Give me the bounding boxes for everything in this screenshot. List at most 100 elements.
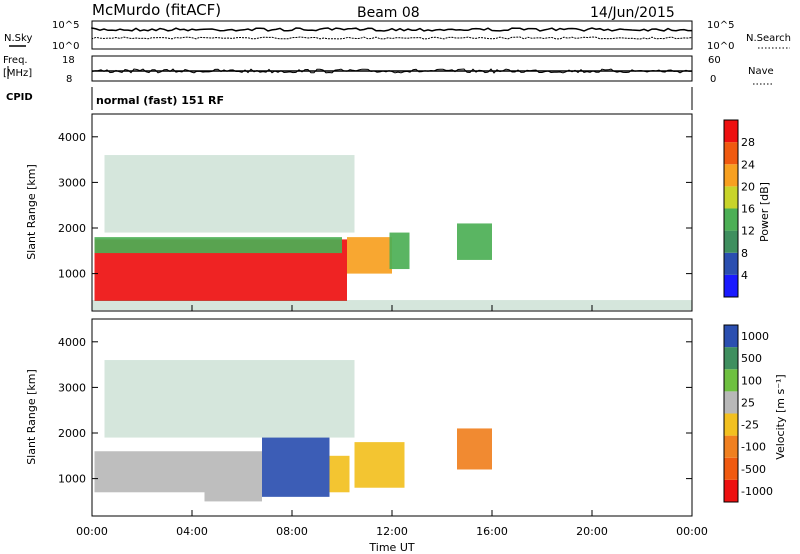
power-ytick-label-1: 2000 (58, 222, 86, 235)
power-colorbar-tick-3: 16 (741, 203, 755, 216)
power-colorbar-swatch-3 (724, 208, 738, 231)
x-tick-label-0: 00:00 (76, 525, 108, 538)
x-tick-label-4: 16:00 (476, 525, 508, 538)
velocity-region-0 (94, 451, 205, 493)
power-ytick-label-2: 3000 (58, 176, 86, 189)
cpid-value: normal (fast) 151 RF (96, 94, 224, 107)
power-region-3 (389, 232, 410, 270)
power-colorbar-tick-5: 24 (741, 158, 755, 171)
velocity-ytick-label-0: 1000 (58, 473, 86, 486)
power-colorbar-swatch-7 (724, 120, 738, 143)
power-colorbar-tick-6: 28 (741, 136, 755, 149)
x-tick-label-1: 04:00 (176, 525, 208, 538)
velocity-colorbar-tick-4: 25 (741, 396, 755, 409)
freq-unit: [MHz] (3, 68, 32, 79)
power-colorbar-tick-0: 4 (741, 269, 748, 282)
power-ytick-label-3: 4000 (58, 131, 86, 144)
velocity-colorbar-tick-3: -25 (741, 419, 759, 432)
power-colorbar-swatch-0 (724, 274, 738, 297)
velocity-ytick-label-1: 2000 (58, 427, 86, 440)
x-tick-label-6: 00:00 (676, 525, 708, 538)
power-region-4 (457, 223, 492, 260)
freq-tick-bottom: 8 (66, 74, 72, 85)
velocity-region-2 (262, 437, 330, 497)
x-tick-label-2: 08:00 (276, 525, 308, 538)
noise-tick-right-bottom: 10^0 (707, 41, 734, 52)
power-colorbar: 4 8 12 16 20 24 28 (723, 119, 755, 298)
velocity-colorbar-frame (723, 324, 739, 503)
velocity-colorbar-tick-6: 500 (741, 352, 762, 365)
velocity-y-ticks: 1000 2000 3000 4000 (58, 336, 692, 486)
power-colorbar-swatch-6 (724, 142, 738, 165)
power-region-5 (104, 155, 355, 233)
x-axis-ticks: 00:00 04:00 08:00 12:00 16:00 20:00 00:00 (76, 305, 708, 538)
velocity-region-5 (457, 428, 492, 470)
x-tick-label-3: 12:00 (376, 525, 408, 538)
power-colorbar-tick-2: 12 (741, 225, 755, 238)
power-colorbar-swatch-4 (724, 186, 738, 209)
freq-tick-top: 18 (62, 55, 75, 66)
power-colorbar-swatch-2 (724, 230, 738, 253)
nave-tick-bottom: 0 (710, 74, 716, 85)
noise-sky-trace (91, 27, 692, 32)
noise-panel: N.Sky 10^5 10^0 10^5 10^0 N.Search (4, 20, 791, 52)
velocity-colorbar-tick-1: -500 (741, 463, 766, 476)
velocity-colorbar-swatch-3 (724, 413, 738, 436)
power-colorbar-label: Power [dB] (758, 182, 771, 242)
date-title: 14/Jun/2015 (590, 5, 675, 21)
noise-tick-left-top: 10^5 (52, 20, 79, 31)
beam-title: Beam 08 (357, 5, 420, 21)
power-colorbar-frame (723, 119, 739, 298)
velocity-data (94, 360, 492, 502)
nave-tick-top: 60 (708, 55, 721, 66)
velocity-colorbar: -1000 -500 -100 -25 25 100 500 1000 (723, 324, 773, 503)
velocity-colorbar-swatch-1 (724, 457, 738, 480)
freq-panel: Freq. [MHz] 18 8 60 0 Nave (3, 55, 774, 85)
power-ytick-label-0: 1000 (58, 268, 86, 281)
nsky-label: N.Sky (4, 33, 32, 44)
nsearch-label: N.Search (746, 33, 791, 44)
velocity-colorbar-tick-7: 1000 (741, 330, 769, 343)
cpid-label: CPID (6, 92, 33, 103)
power-colorbar-tick-4: 20 (741, 180, 755, 193)
power-region-2 (347, 237, 392, 274)
velocity-colorbar-label: Velocity [m s⁻¹] (774, 374, 787, 459)
noise-traces (91, 27, 693, 40)
freq-traces (91, 68, 693, 74)
velocity-colorbar-swatch-0 (724, 479, 738, 502)
power-colorbar-swatch-1 (724, 252, 738, 275)
power-colorbar-tick-1: 8 (741, 247, 748, 260)
noise-search-trace (91, 36, 693, 40)
power-data (92, 155, 692, 311)
velocity-colorbar-swatch-7 (724, 325, 738, 348)
power-y-ticks: 1000 2000 3000 4000 (58, 131, 692, 281)
power-y-label: Slant Range [km] (25, 164, 38, 260)
power-panel: 1000 2000 3000 4000 Slant Range [km] 4 8 12 16… (25, 113, 771, 312)
velocity-ytick-label-2: 3000 (58, 381, 86, 394)
velocity-colorbar-swatch-6 (724, 347, 738, 370)
velocity-region-6 (104, 360, 355, 438)
velocity-colorbar-tick-5: 100 (741, 374, 762, 387)
velocity-y-label: Slant Range [km] (25, 369, 38, 465)
power-region-1 (94, 237, 342, 254)
velocity-region-3 (329, 455, 350, 493)
x-tick-label-5: 20:00 (576, 525, 608, 538)
station-title: McMurdo (fitACF) (92, 1, 221, 19)
x-axis-label: Time UT (368, 541, 414, 554)
cpid-panel: CPID normal (fast) 151 RF (6, 87, 693, 110)
noise-tick-right-top: 10^5 (707, 20, 734, 31)
nave-label: Nave (748, 66, 774, 77)
velocity-ytick-label-3: 4000 (58, 336, 86, 349)
velocity-colorbar-tick-0: -1000 (741, 485, 773, 498)
freq-label: Freq. (3, 55, 28, 66)
power-colorbar-swatch-5 (724, 164, 738, 187)
velocity-colorbar-swatch-2 (724, 435, 738, 458)
noise-tick-left-bottom: 10^0 (52, 41, 79, 52)
velocity-colorbar-tick-2: -100 (741, 441, 766, 454)
velocity-region-4 (354, 442, 405, 488)
velocity-colorbar-swatch-4 (724, 391, 738, 414)
velocity-colorbar-swatch-5 (724, 369, 738, 392)
velocity-region-1 (204, 451, 262, 502)
